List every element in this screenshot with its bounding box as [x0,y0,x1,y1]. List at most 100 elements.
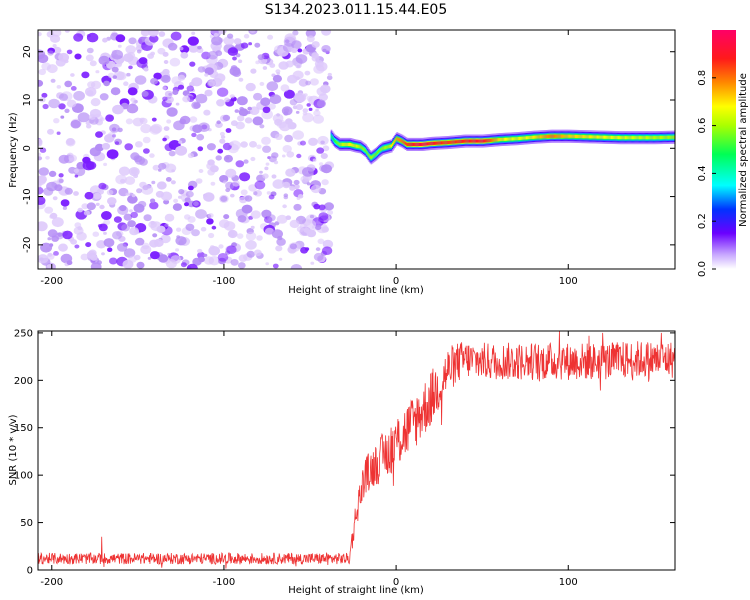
ridge-cell [498,138,501,142]
y-tick-label: 250 [14,328,33,339]
ridge-cell [614,135,617,140]
noise-blob [299,228,309,237]
ridge-cell [442,141,445,145]
ridge-cell [613,135,616,140]
ridge-cell [639,136,642,140]
noise-blob [38,254,49,264]
noise-blob [243,159,249,164]
ridge-cell [562,134,564,138]
noise-blob [45,155,50,160]
ridge-cell [524,136,527,140]
noise-blob [306,103,311,107]
noise-blob [38,68,46,76]
noise-blob [316,99,326,108]
ridge-cell [655,136,658,140]
ridge-cell [581,135,584,139]
noise-blob [53,251,59,256]
ridge-cell [645,136,648,140]
ridge-cell [422,142,424,146]
ridge-cell [520,136,522,140]
ridge-cell [673,135,675,139]
noise-blob [58,173,64,178]
noise-blob [152,164,160,171]
ridge-cell [380,148,382,152]
noise-blob [47,128,54,135]
ridge-cell [338,142,340,146]
noise-blob [240,42,249,49]
noise-blob [300,140,306,146]
ridge-cell [513,137,516,141]
ridge-cell [495,138,497,142]
noise-blob [196,133,205,141]
noise-blob [124,143,133,151]
noise-blob [234,109,239,113]
ridge-cell [653,136,656,140]
noise-blob [312,114,324,124]
noise-blob [128,192,133,196]
ridge-cell [374,153,377,157]
noise-blob [187,36,199,46]
ridge-cell [472,139,475,143]
noise-blob [302,108,309,113]
ridge-cell [465,139,467,143]
ridge-cell [496,138,499,142]
ridge-cell [379,149,381,153]
noise-blob [193,153,198,157]
ridge-cell [663,135,665,140]
noise-blob [38,32,42,37]
chart-title: S134.2023.011.15.44.E05 [264,2,448,18]
ridge-cell [446,141,449,145]
ridge-cell [569,134,572,138]
noise-blob [120,178,126,184]
ridge-cell [378,150,380,154]
ridge-cell [621,136,623,140]
noise-blob [291,47,298,54]
noise-blob [208,232,215,239]
noise-blob [162,137,167,142]
noise-blob [321,246,333,255]
noise-blob [219,219,230,229]
ridge-cell [509,137,511,141]
noise-blob [136,49,142,54]
ridge-cell [593,135,595,139]
noise-blob [244,195,253,202]
noise-blob [321,179,329,186]
noise-blob [233,38,242,45]
ridge-cell [450,140,452,144]
noise-blob [135,237,145,246]
ridge-cell [616,136,619,140]
noise-blob [321,164,332,174]
noise-blob [105,114,114,122]
ridge-cell [503,137,506,141]
ridge-cell [627,136,630,140]
ridge-cell [525,136,528,140]
ridge-cell [651,136,654,140]
ridge-cell [455,140,458,144]
noise-blob [170,180,176,185]
noise-blob [51,235,59,242]
ridge-cell [493,138,495,142]
noise-blob [141,242,150,250]
ridge-cell [543,135,546,139]
ridge-cell [640,136,643,140]
noise-blob [188,44,199,53]
noise-blob [282,145,292,153]
noise-blob [142,136,151,144]
y-tick-label: -20 [22,237,33,253]
ridge-cell [482,139,485,143]
ridge-cell [418,142,421,146]
ridge-cell [348,142,351,146]
ridge-cell [545,134,548,139]
noise-blob [47,237,52,241]
noise-blob [292,105,298,110]
ridge-cell [612,135,615,140]
noise-blob [93,192,102,200]
noise-blob [228,230,236,237]
ridge-cell [463,139,465,143]
ridge-cell [579,134,581,139]
noise-blob [223,180,228,185]
ridge-cell [511,137,514,141]
ridge-cell [367,152,369,156]
ridge-cell [610,135,613,139]
noise-blob [315,108,319,112]
